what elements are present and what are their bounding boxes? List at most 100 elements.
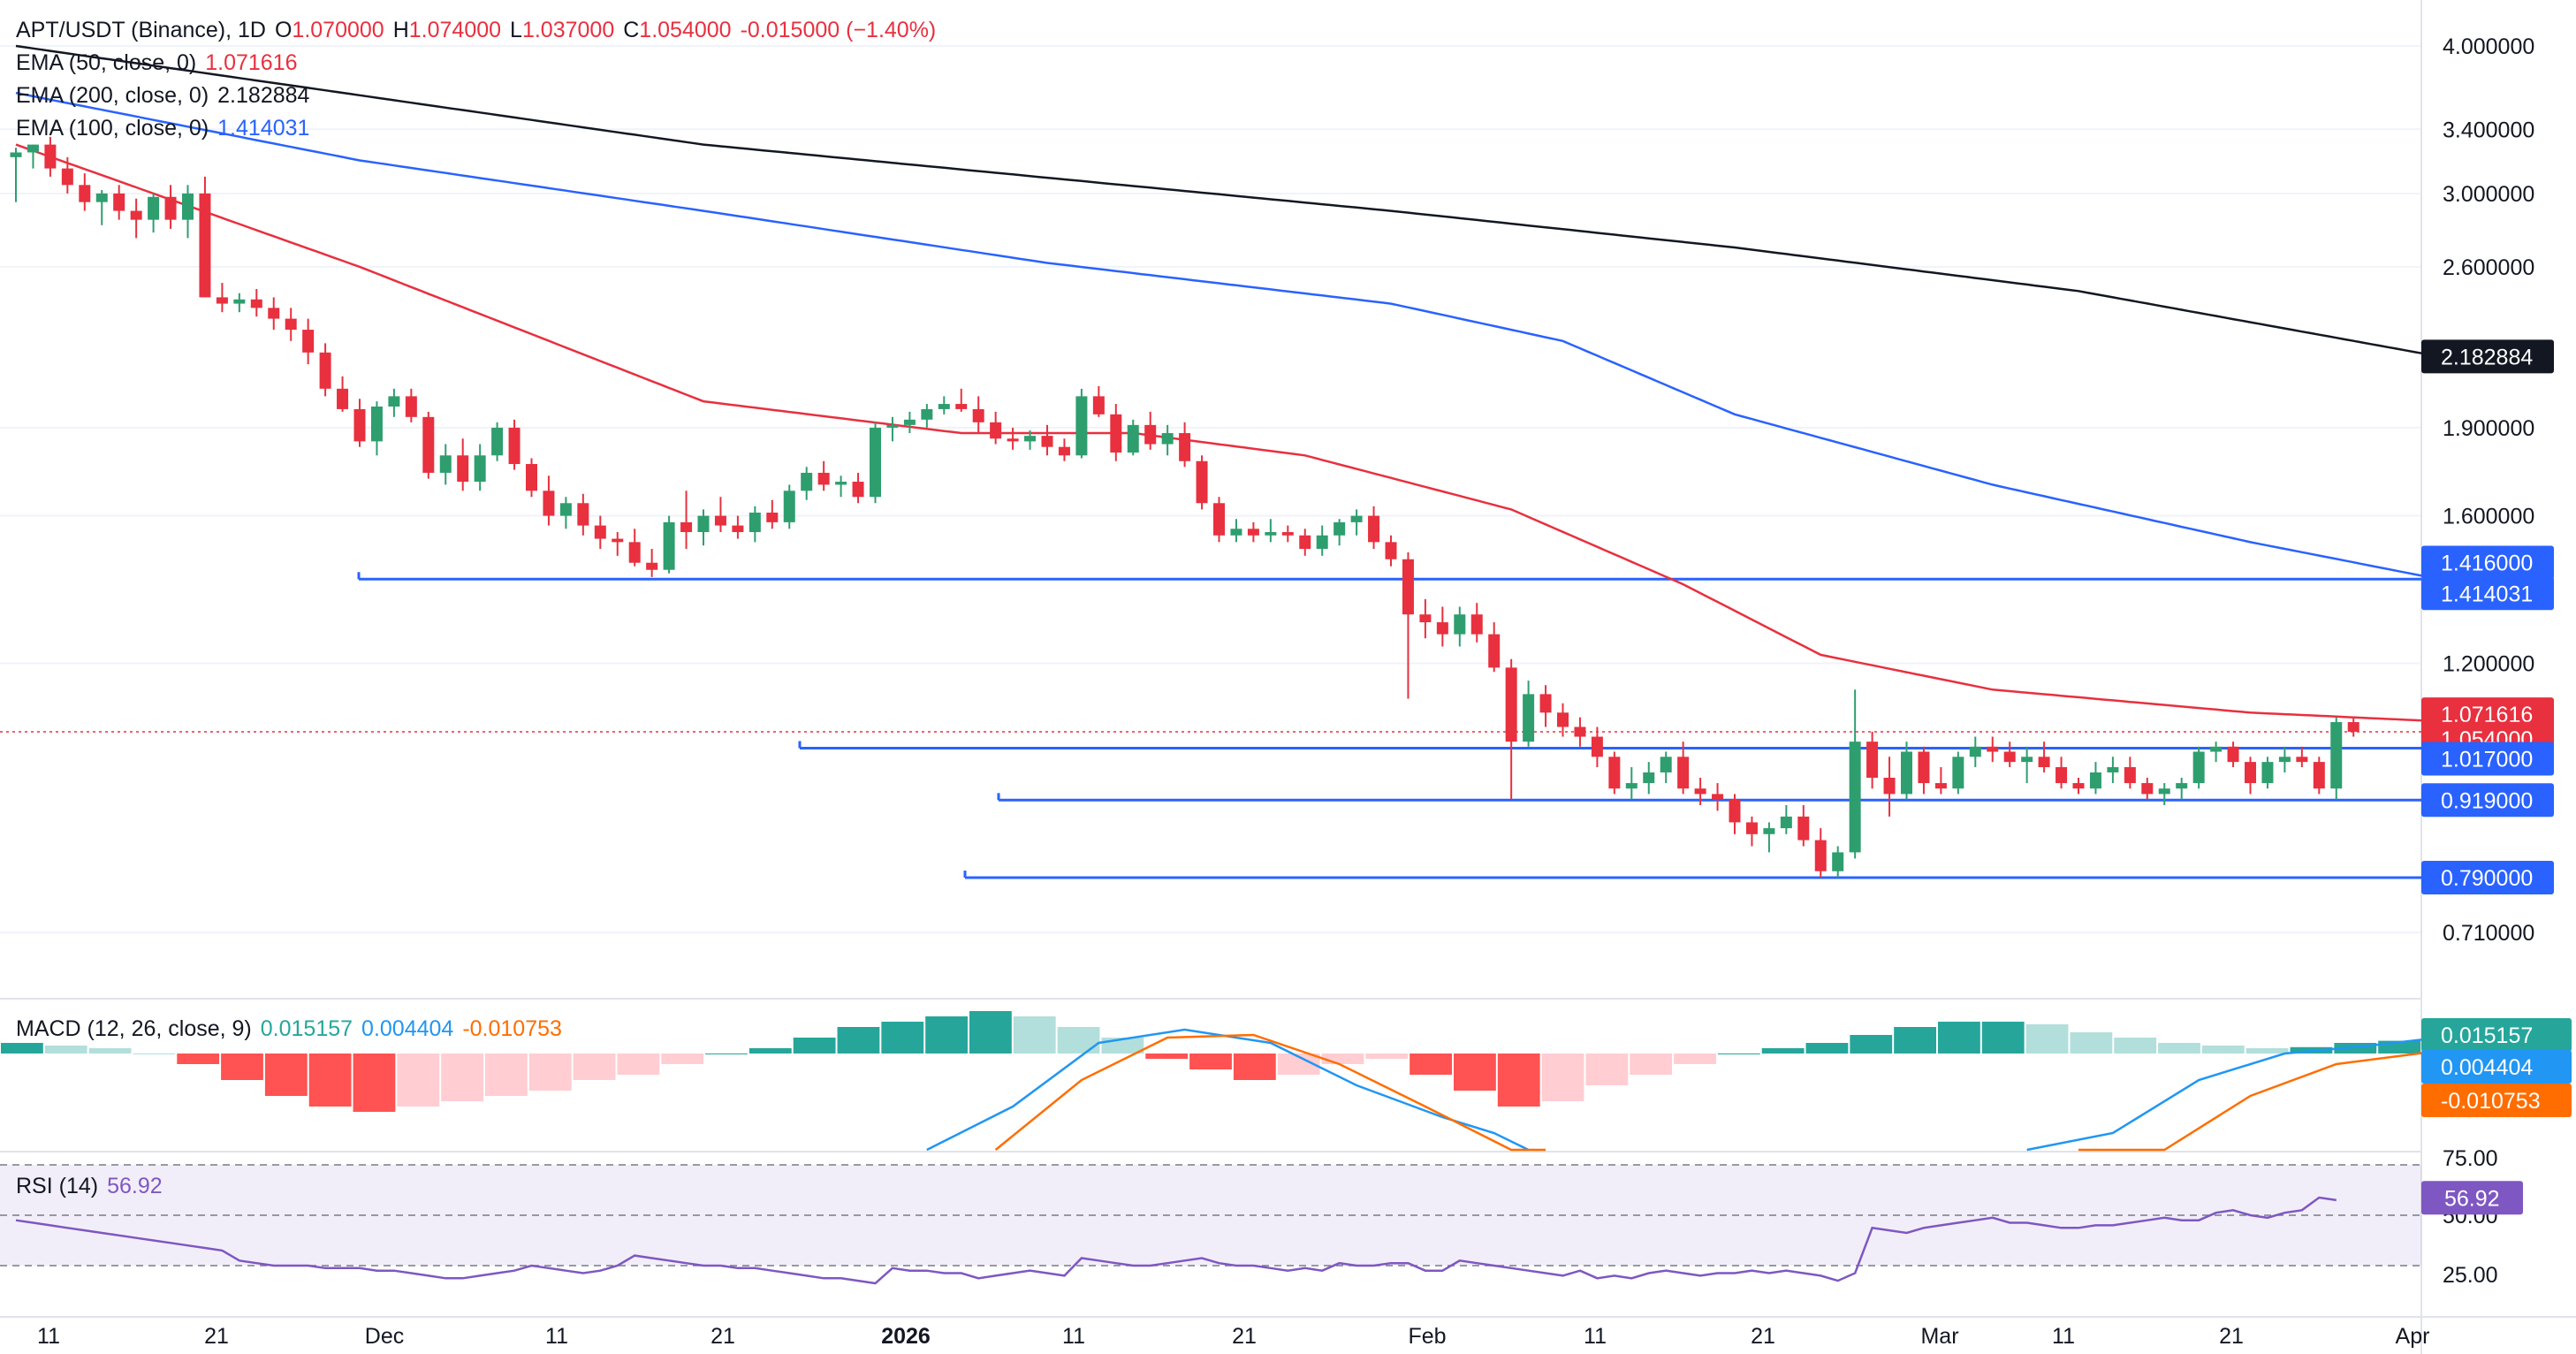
macd-hist-bar-4 xyxy=(177,1054,220,1064)
macd-hist-bar-9 xyxy=(397,1054,440,1107)
macd-hist-bar-18 xyxy=(793,1038,836,1054)
candle-body-74 xyxy=(1281,532,1294,536)
rsi-tag xyxy=(2421,1181,2523,1215)
support-resistance-levels[interactable] xyxy=(0,572,2421,879)
time-tick-label: 21 xyxy=(1751,1324,1775,1349)
time-tick-label: 21 xyxy=(1232,1324,1257,1349)
candle-body-31 xyxy=(543,491,555,516)
candle-body-58 xyxy=(1007,438,1019,442)
macd-hist-bar-20 xyxy=(881,1022,924,1054)
ema200-line xyxy=(15,44,2440,358)
candle-body-68 xyxy=(1179,433,1191,461)
macd-hist-bar-42 xyxy=(1850,1035,1893,1054)
candle-body-25 xyxy=(439,455,452,473)
rsi-legend[interactable]: RSI (14) 56.92 xyxy=(16,1170,171,1203)
price-tag-7 xyxy=(2421,861,2554,895)
candle-body-65 xyxy=(1127,424,1139,453)
macd-hist-bar-32 xyxy=(1410,1054,1452,1075)
macd-hist-bar-22 xyxy=(969,1011,1012,1054)
macd-hist-bar-0 xyxy=(1,1043,43,1054)
candle-body-71 xyxy=(1230,529,1242,536)
candle-body-61 xyxy=(1058,446,1070,456)
macd-line-b xyxy=(2026,1036,2440,1152)
candle-body-114 xyxy=(1969,746,1981,757)
price-axis[interactable]: 4.000000 3.400000 3.000000 2.600000 1.900000… xyxy=(2421,34,2572,1288)
macd-tag-1 xyxy=(2421,1050,2572,1084)
macd-hist-bar-15 xyxy=(661,1054,704,1064)
ema200-legend[interactable]: EMA (200, close, 0) 2.182884 xyxy=(16,80,318,112)
candle-body-135 xyxy=(2330,722,2343,789)
candle-body-106 xyxy=(1832,852,1844,871)
candle-body-127 xyxy=(2192,751,2205,784)
macd-hist-bar-51 xyxy=(2245,1048,2289,1054)
candle-body-136 xyxy=(2347,722,2359,732)
candle-body-32 xyxy=(559,503,572,516)
macd-hist-bar-5 xyxy=(221,1054,263,1080)
time-axis[interactable]: 11 21 Dec 11 21 2026 11 21 Feb 11 21 Mar 11 21 Apr xyxy=(37,1324,2429,1349)
price-tick-label: 3.000000 xyxy=(2443,182,2534,207)
symbol-title[interactable]: APT/USDT (Binance), 1D xyxy=(16,18,266,42)
candle-body-87 xyxy=(1505,667,1517,742)
candle-body-120 xyxy=(2072,783,2085,789)
macd-hist-bar-44 xyxy=(1938,1022,1980,1054)
macd-hist-bar-26 xyxy=(1145,1054,1189,1059)
candle-body-93 xyxy=(1608,757,1621,789)
ema100-legend[interactable]: EMA (100, close, 0) 1.414031 xyxy=(16,112,318,145)
candle-body-117 xyxy=(2021,757,2033,763)
rsi-line xyxy=(15,1196,2337,1285)
ema200-label: EMA (200, close, 0) xyxy=(16,83,209,108)
candle-body-122 xyxy=(2107,767,2119,772)
candle-body-69 xyxy=(1196,460,1208,504)
candle-body-98 xyxy=(1694,788,1706,795)
macd-tag-label-0: 0.015157 xyxy=(2441,1023,2533,1048)
candle-body-4 xyxy=(79,185,91,202)
ohlc-open: 1.070000 xyxy=(292,18,384,42)
macd-hist-bar-34 xyxy=(1497,1054,1540,1107)
macd-hist-bar-46 xyxy=(2025,1024,2069,1054)
candle-body-10 xyxy=(182,193,194,220)
macd-hist-bar-23 xyxy=(1013,1016,1056,1054)
candle-body-115 xyxy=(1987,746,1999,752)
candle-body-53 xyxy=(921,408,933,420)
time-tick-label: 11 xyxy=(545,1324,568,1349)
candle-body-101 xyxy=(1745,822,1758,834)
candle-body-91 xyxy=(1574,726,1586,737)
time-tick-label: 11 xyxy=(1062,1324,1085,1349)
candle-body-8 xyxy=(148,196,160,220)
candle-body-26 xyxy=(457,455,469,483)
macd-hist-bar-13 xyxy=(573,1054,616,1080)
time-tick-label: Apr xyxy=(2396,1324,2430,1349)
macd-line-a xyxy=(926,1028,1530,1152)
candle-body-63 xyxy=(1092,396,1105,415)
candle-body-110 xyxy=(1901,751,1912,795)
macd-hist-bar-43 xyxy=(1894,1027,1936,1054)
candle-body-48 xyxy=(835,482,847,485)
candle-body-29 xyxy=(508,427,521,465)
macd-legend[interactable]: MACD (12, 26, close, 9) 0.015157 0.004404-… xyxy=(16,1013,571,1046)
ohlc-low: 1.037000 xyxy=(521,18,615,42)
ema50-legend[interactable]: EMA (50, close, 0) 1.071616 xyxy=(16,47,307,80)
signal-line-b xyxy=(2078,1049,2440,1152)
macd-hist-bar-7 xyxy=(308,1054,352,1107)
macd-hist-value: -0.010753 xyxy=(462,1016,562,1041)
price-tag-0 xyxy=(2421,339,2554,374)
candle-body-105 xyxy=(1814,840,1827,871)
candle-body-21 xyxy=(370,406,383,442)
candle-body-64 xyxy=(1110,414,1122,453)
macd-signal-value: 0.004404 xyxy=(361,1016,454,1041)
macd-hist-bar-8 xyxy=(353,1054,396,1112)
candle-body-59 xyxy=(1024,436,1037,442)
macd-label: MACD (12, 26, close, 9) xyxy=(16,1016,252,1041)
candle-body-77 xyxy=(1334,521,1346,536)
candle-body-37 xyxy=(646,562,658,570)
candle-body-62 xyxy=(1075,396,1088,456)
time-tick-label: 11 xyxy=(2052,1324,2075,1349)
symbol-legend: APT/USDT (Binance), 1D O1.070000 H1.074000… xyxy=(16,14,945,47)
candle-body-79 xyxy=(1368,515,1380,543)
candle-body-70 xyxy=(1213,503,1225,536)
candle-body-121 xyxy=(2089,772,2101,789)
candle-body-57 xyxy=(990,422,1002,439)
candle-body-42 xyxy=(732,525,744,533)
candle-body-102 xyxy=(1763,828,1775,834)
